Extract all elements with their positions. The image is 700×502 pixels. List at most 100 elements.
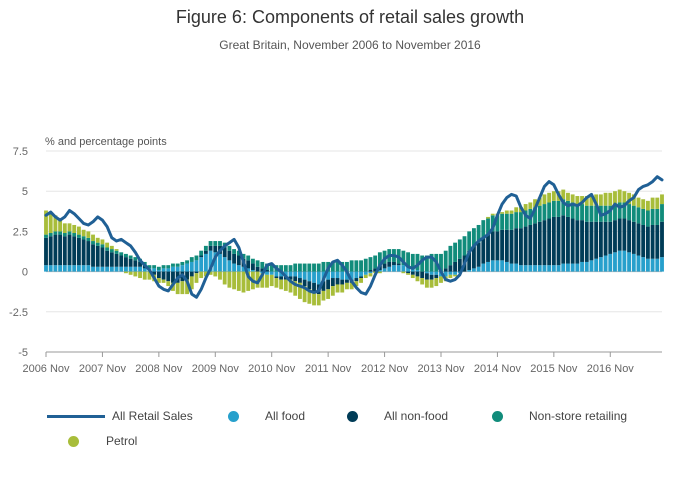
bar-segment [189, 271, 194, 277]
bar-segment [641, 257, 646, 272]
bar-segment [297, 282, 302, 299]
bar-segment [199, 250, 204, 256]
bar-segment [250, 263, 255, 270]
bar-segment [504, 213, 509, 230]
bar-segment [72, 233, 77, 237]
bar-segment [138, 261, 142, 267]
bar-segment [326, 279, 331, 290]
bar-segment [255, 271, 260, 288]
bar-segment [53, 265, 58, 272]
bar-segment [589, 205, 594, 222]
bar-segment [250, 269, 255, 272]
bar-segment [504, 210, 509, 214]
bar-segment [166, 265, 171, 269]
bar-segment [575, 204, 580, 221]
bar-segment [598, 194, 603, 206]
bar-segment [109, 266, 114, 272]
bar-segment [359, 276, 363, 279]
bar-segment [246, 255, 251, 261]
bar-segment [321, 290, 326, 301]
bar-segment [561, 263, 566, 272]
bar-segment [321, 261, 326, 272]
bar-segment [424, 279, 429, 288]
bar-segment [608, 253, 613, 272]
bar-segment [138, 266, 142, 272]
bar-segment [302, 279, 307, 287]
x-tick-label: 2010 Nov [248, 363, 296, 375]
bar-segment [185, 279, 189, 295]
bar-segment [500, 260, 505, 272]
bar-segment [283, 279, 288, 291]
bar-segment [547, 192, 552, 203]
bar-segment [401, 250, 406, 266]
bar-segment [100, 266, 105, 272]
bar-segment [128, 266, 133, 272]
bar-segment [86, 241, 91, 266]
bar-segment [613, 191, 617, 205]
bar-segment [58, 218, 63, 232]
all-retail-sales-line [44, 175, 664, 299]
bar-segment [48, 233, 53, 237]
bar-segment [76, 234, 81, 238]
bar-segment [368, 271, 373, 274]
bar-segment [660, 257, 664, 272]
bar-segment [429, 274, 434, 280]
bar-segment [453, 274, 458, 277]
bar-segment [481, 237, 486, 264]
bar-segment [519, 212, 523, 229]
bar-segment [410, 268, 415, 272]
bar-segment [500, 229, 505, 261]
bar-segment [373, 268, 378, 272]
bar-segment [471, 245, 476, 269]
bar-segment [542, 220, 547, 266]
bar-segment [213, 245, 218, 253]
bar-segment [241, 271, 246, 293]
bar-segment [255, 266, 260, 272]
bar-segment [133, 260, 138, 267]
bar-segment [645, 226, 650, 259]
bar-segment [81, 229, 86, 237]
bar-segment [570, 194, 575, 203]
bar-segment [467, 250, 472, 270]
bar-segment [283, 265, 288, 272]
bar-segment [467, 269, 472, 272]
bar-segment [443, 271, 448, 277]
bar-segment [613, 220, 617, 253]
bar-segment [387, 266, 392, 272]
bar-segment [504, 261, 509, 272]
bar-segment [345, 261, 349, 272]
bar-segment [114, 266, 119, 272]
bar-segment [622, 250, 627, 272]
bar-segment [481, 220, 486, 238]
bar-segment [288, 279, 293, 293]
axes: -5 -2.5 0 2.5 5 7.5 2006 Nov 2007 Nov 2008 Nov 20… [9, 146, 662, 375]
bar-segment [189, 257, 194, 262]
bar-segment [161, 268, 166, 272]
bar-segment [523, 265, 528, 272]
bar-segment [44, 210, 48, 235]
y-tick-label: 0 [22, 267, 28, 279]
bar-segment [580, 261, 584, 272]
bar-segment [410, 271, 415, 275]
bar-segment [368, 257, 373, 270]
bar-segment [203, 250, 208, 254]
bar-segment [354, 281, 359, 287]
bar-segment [486, 234, 490, 262]
x-tick-label: 2015 Nov [530, 363, 578, 375]
bar-segment [598, 257, 603, 272]
bar-segment [109, 249, 114, 253]
y-tick-label: 5 [22, 186, 28, 198]
bar-segment [509, 213, 514, 230]
bar-segment [91, 266, 95, 272]
bar-segment [246, 268, 251, 272]
bar-segment [354, 278, 359, 282]
bar-segment [636, 223, 641, 256]
bar-segment [547, 265, 552, 272]
bar-segment [556, 265, 561, 272]
bar-segment [44, 237, 48, 266]
bar-segment [424, 273, 429, 280]
bar-segment [222, 271, 227, 285]
bar-segment [246, 271, 251, 291]
bar-segment [382, 268, 387, 272]
bar-segment [180, 281, 185, 295]
